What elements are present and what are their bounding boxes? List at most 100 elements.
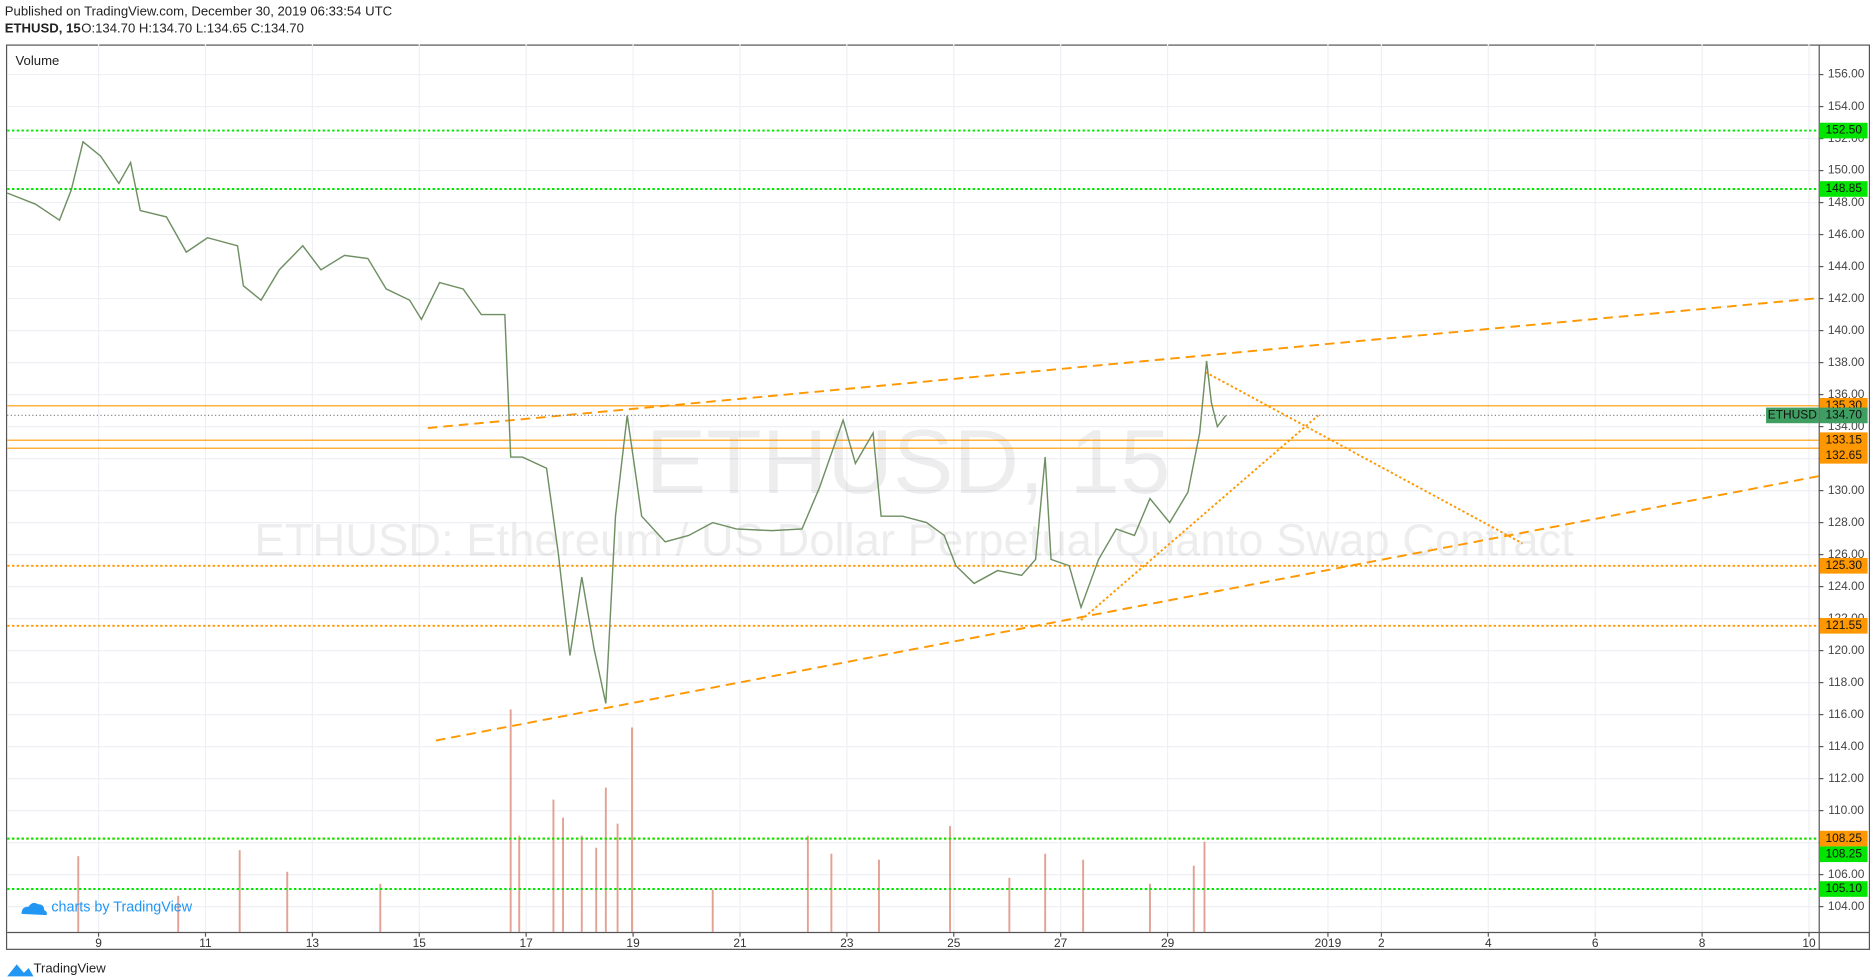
chart-frame [5,44,1870,950]
volume-bar [1082,859,1085,932]
y-tick-label: 112.00 [1828,771,1864,785]
y-tick-label: 106.00 [1828,867,1865,881]
volume-bar [830,853,833,932]
trendline [435,475,1819,742]
y-tick-label: 120.00 [1828,643,1865,657]
watermark: ETHUSD, 15 [646,412,1171,513]
volume-bar [1148,883,1151,932]
y-tick-label: 136.00 [1828,387,1865,401]
volume-bar [286,871,289,932]
volume-bar [1203,841,1206,932]
level-label-box [1819,830,1868,847]
x-tick-label: 2019 [1315,936,1342,950]
y-tick-label: 138.00 [1828,355,1865,369]
level-label-box [1819,181,1868,197]
volume-bar [580,835,583,932]
logo-icon [7,964,34,977]
volume-bar [877,859,880,932]
level-label-box [1819,448,1868,464]
x-tick-label: 2 [1378,936,1385,950]
x-tick-label: 23 [840,936,854,950]
branding-text: charts by TradingView [51,900,192,916]
y-tick-label: 128.00 [1828,515,1865,529]
plot: 152.50148.85135.30133.15132.65125.30121.… [6,122,1868,897]
last-price-label: 134.70 [1825,408,1862,422]
volume-bar [1008,877,1011,932]
volume-bar [1192,865,1195,932]
volume-bar [77,856,80,932]
y-tick-label: 124.00 [1828,579,1865,593]
grid: 104.00106.00108.00110.00112.00114.00116.… [7,44,1865,950]
x-tick-label: 6 [1592,936,1599,950]
level-label-box [1819,881,1868,897]
footer-text: TradingView [33,961,106,976]
volume-bar [616,823,619,932]
x-tick-label: 27 [1054,936,1068,950]
level-label: 148.85 [1825,181,1862,195]
pane-label: Volume [16,53,60,68]
volume-bar [238,850,241,932]
x-tick-label: 15 [413,936,427,950]
footer: TradingView [7,961,106,977]
level-label: 108.25 [1825,846,1862,860]
level-label-box [1819,617,1868,634]
y-tick-label: 104.00 [1828,899,1865,913]
x-tick-label: 13 [306,936,320,950]
x-tick-label: 11 [199,936,212,950]
x-tick-label: 8 [1699,936,1706,950]
volume-bar [562,817,565,932]
symbol: ETHUSD, 15 [5,20,81,35]
level-label: 132.65 [1825,448,1862,462]
volume-bar [1044,853,1047,932]
volume-bar [631,727,633,932]
y-tick-label: 148.00 [1828,195,1865,209]
price-line [6,140,1227,704]
y-tick-label: 154.00 [1828,99,1865,113]
volume-bar [806,835,809,932]
y-tick-label: 126.00 [1828,547,1865,561]
x-tick-label: 29 [1161,936,1175,950]
volume-bar [604,787,607,932]
volume-bar [509,709,512,932]
published-note: Published on TradingView.com, December 3… [5,3,393,18]
level-label-box [1819,846,1868,863]
x-tick-label: 10 [1802,936,1816,950]
x-tick-label: 19 [626,936,640,950]
level-label-box [1819,557,1868,574]
level-label-box [1819,432,1868,449]
last-price-name: ETHUSD [1768,408,1817,422]
x-tick-label: 9 [95,936,102,950]
y-tick-label: 130.00 [1828,483,1865,497]
volume-bar [949,826,951,932]
cloud-icon [21,902,47,916]
y-tick-label: 150.00 [1828,163,1865,177]
y-tick-label: 116.00 [1828,707,1864,721]
y-tick-label: 142.00 [1828,291,1865,305]
level-label: 105.10 [1825,881,1862,895]
volume-bar [552,799,555,932]
y-tick-label: 114.00 [1828,739,1864,753]
level-label: 152.50 [1825,123,1862,137]
volume-bar [711,889,714,932]
x-tick-label: 4 [1485,936,1492,950]
x-tick-label: 17 [520,936,534,950]
y-tick-label: 140.00 [1828,323,1865,337]
y-tick-label: 110.00 [1828,803,1864,817]
level-label: 121.55 [1825,618,1862,632]
level-label-box [1819,122,1868,139]
y-tick-label: 146.00 [1828,227,1865,241]
watermark-subtitle: ETHUSD: Ethereum / US Dollar Perpetual Q… [254,514,1574,565]
level-label: 108.25 [1825,831,1862,845]
y-tick-label: 156.00 [1828,67,1865,81]
level-label: 125.30 [1825,558,1862,572]
x-tick-label: 25 [947,936,961,950]
y-tick-label: 118.00 [1828,675,1864,689]
x-tick-label: 21 [733,936,747,950]
ohlc: O:134.70 H:134.70 L:134.65 C:134.70 [81,20,304,35]
level-label: 133.15 [1825,432,1862,446]
branding: charts by TradingView [21,900,193,916]
volume-bar [518,835,521,932]
last-price-box [1819,407,1868,424]
